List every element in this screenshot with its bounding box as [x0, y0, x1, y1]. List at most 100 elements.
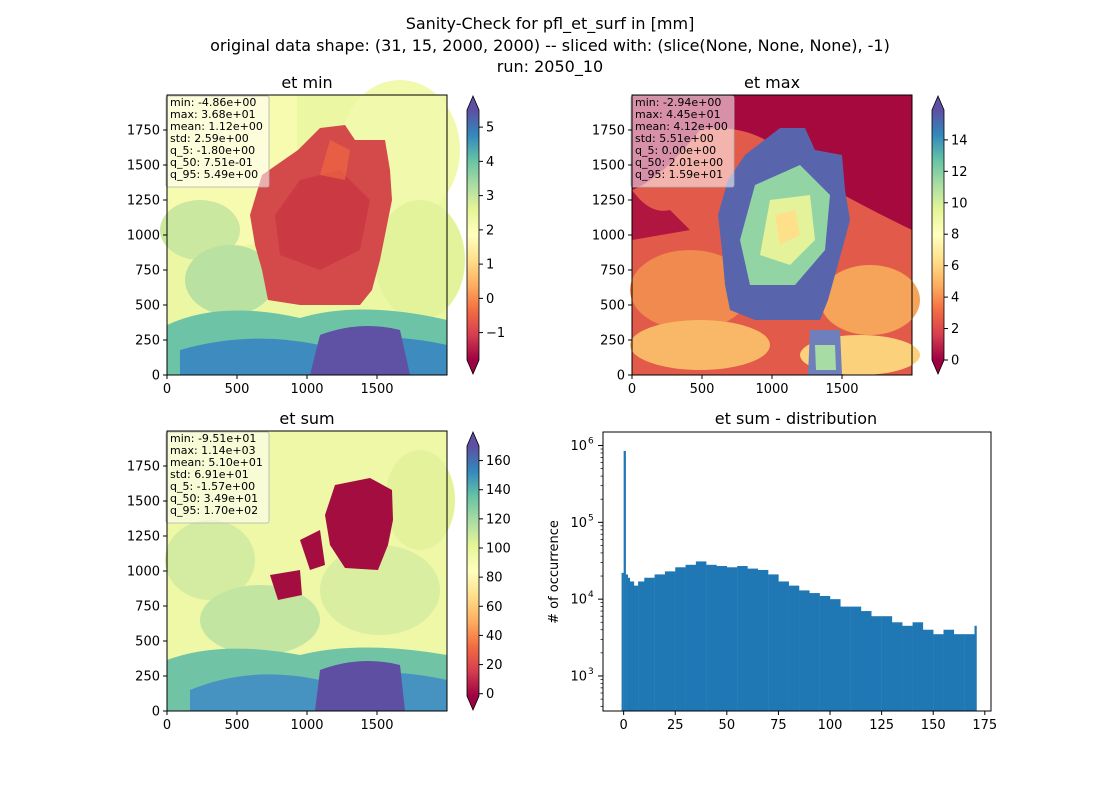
- histogram-bar: [623, 450, 626, 711]
- histogram-bar: [912, 622, 924, 711]
- histogram-bar: [974, 625, 977, 711]
- stat-q5: q_5: 0.00e+00: [635, 144, 716, 157]
- histogram-bar: [830, 599, 841, 711]
- y-tick-label: 500: [600, 299, 625, 314]
- histogram-bar: [706, 564, 717, 711]
- y-tick-label: 750: [135, 264, 160, 279]
- colorbar-tick-label: 1: [486, 258, 494, 273]
- x-tick-label: 500: [690, 382, 715, 397]
- y-tick-label: 1000: [127, 565, 160, 580]
- histogram-bar: [964, 634, 975, 711]
- histogram-bar: [644, 577, 655, 711]
- x-tick-label: 150: [921, 718, 946, 733]
- panel-et-min: et min min: -4.86e+00 max: 3.68e+01 mean…: [127, 73, 505, 397]
- stat-q50: q_50: 2.01e+00: [635, 156, 723, 169]
- title-line-3: run: 2050_10: [497, 57, 603, 77]
- colorbar: 0 2 4 6 8 10 12 14: [931, 94, 968, 376]
- y-tick-label: 10: [570, 593, 587, 608]
- stat-q5: q_5: -1.80e+00: [170, 144, 255, 157]
- histogram-bar: [850, 606, 862, 711]
- histogram-bar: [627, 577, 631, 711]
- x-ticks: 0 500 1000 1500: [163, 375, 394, 397]
- x-tick-label: 125: [869, 718, 894, 733]
- panel-et-sum-distribution: et sum - distribution 0 25 50 75 100 125 150 17…: [547, 409, 997, 733]
- heatmap-image: [160, 80, 465, 375]
- y-axis-label: # of occurrence: [547, 520, 562, 624]
- stat-mean: mean: 5.10e+01: [170, 456, 263, 469]
- stat-q5: q_5: -1.57e+00: [170, 480, 255, 493]
- colorbar-tick-label: 100: [486, 541, 511, 556]
- histogram-bar: [664, 571, 676, 711]
- histogram-bar: [871, 616, 882, 711]
- y-ticks: 0 250 500 750 1000 1250 1500 1750: [592, 124, 632, 384]
- histogram-bar: [621, 572, 624, 711]
- axes-frame: [602, 431, 992, 712]
- stat-max: max: 1.14e+03: [170, 444, 256, 457]
- colorbar-tick-label: 10: [951, 196, 968, 211]
- x-tick-label: 1000: [290, 382, 323, 397]
- colorbar-tick-label: 4: [951, 291, 959, 306]
- histogram-bar: [819, 595, 831, 711]
- colorbar-ticks: 0 20 40 60 80 100 120 140 160: [479, 454, 511, 702]
- y-tick-exponent: 5: [588, 513, 594, 523]
- colorbar-tick-label: 140: [486, 483, 511, 498]
- histogram-bar: [757, 569, 769, 711]
- y-tick-label: 0: [617, 369, 625, 384]
- colorbar-tick-label: 0: [486, 292, 494, 307]
- y-tick-label: 750: [600, 264, 625, 279]
- x-tick-label: 100: [818, 718, 843, 733]
- colorbar-tick-label: 3: [486, 189, 494, 204]
- stat-q50: q_50: 3.49e+01: [170, 492, 258, 505]
- histogram-bar: [778, 581, 789, 711]
- histogram-bar: [675, 567, 686, 711]
- y-ticks: 0 250 500 750 1000 1250 1500 1750: [127, 460, 167, 720]
- colorbar-tick-label: 2: [486, 223, 494, 238]
- y-tick-label: 10: [570, 439, 587, 454]
- colorbar-tick-label: 4: [486, 155, 494, 170]
- x-tick-label: 500: [225, 718, 250, 733]
- x-tick-label: 1000: [290, 718, 323, 733]
- panel-title: et min: [281, 73, 332, 92]
- colorbar-tick-label: 6: [951, 259, 959, 274]
- stat-max: max: 4.45e+01: [635, 108, 721, 121]
- histogram-bar: [638, 581, 645, 711]
- colorbar-tick-label: 12: [951, 165, 968, 180]
- histogram-bar: [685, 564, 697, 711]
- y-tick-label: 10: [570, 669, 587, 684]
- histogram-bar: [933, 634, 944, 711]
- stat-std: std: 2.59e+00: [170, 132, 249, 145]
- y-tick-exponent: 4: [588, 590, 594, 600]
- colorbar-tick-label: 120: [486, 512, 511, 527]
- y-ticks: 0 250 500 750 1000 1250 1500 1750: [127, 124, 167, 384]
- panel-title: et sum: [279, 409, 334, 428]
- y-tick-label: 1750: [127, 460, 160, 475]
- colorbar-tick-label: 160: [486, 454, 511, 469]
- x-tick-label: 1500: [360, 382, 393, 397]
- stat-q50: q_50: 7.51e-01: [170, 156, 253, 169]
- y-tick-label: 0: [152, 369, 160, 384]
- stats-box: [630, 95, 735, 188]
- stat-mean: mean: 4.12e+00: [635, 120, 728, 133]
- histogram-bar: [654, 574, 666, 711]
- colorbar-tick-label: 40: [486, 629, 503, 644]
- y-tick-label: 10: [570, 516, 587, 531]
- stat-std: std: 5.51e+00: [635, 132, 714, 145]
- histogram-bar: [747, 568, 758, 711]
- histogram-bar: [953, 634, 965, 711]
- panel-title: et sum - distribution: [715, 409, 877, 428]
- x-tick-label: 500: [225, 382, 250, 397]
- histogram-bar: [716, 566, 728, 711]
- histogram-bar: [891, 622, 903, 711]
- y-tick-label: 500: [135, 635, 160, 650]
- histogram-bar: [737, 566, 748, 711]
- panel-title: et max: [744, 73, 800, 92]
- y-tick-label: 1250: [127, 194, 160, 209]
- histogram-bars: [621, 450, 977, 711]
- histogram-bar: [809, 593, 820, 711]
- colorbar-ticks: −1 0 1 2 3 4 5: [479, 121, 505, 341]
- title-line-2: original data shape: (31, 15, 2000, 2000…: [210, 36, 890, 55]
- colorbar-tick-label: 20: [486, 658, 503, 673]
- histogram-bar: [860, 611, 872, 711]
- y-tick-label: 1500: [127, 495, 160, 510]
- stat-min: min: -2.94e+00: [635, 96, 721, 109]
